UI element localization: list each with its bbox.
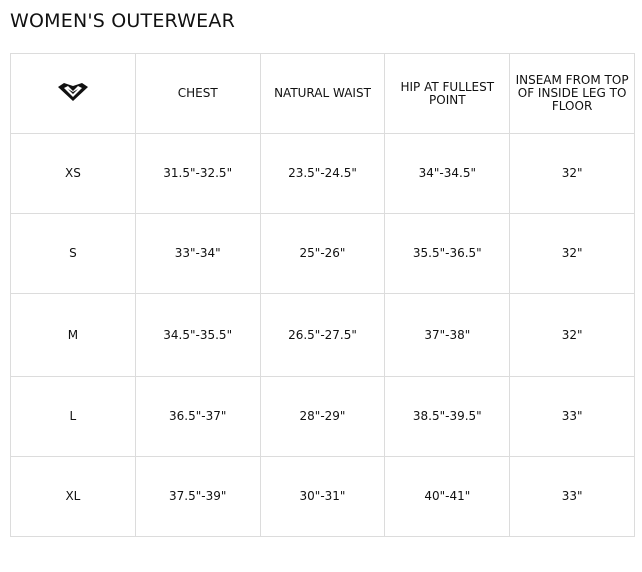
waist-cell: 23.5"-24.5": [259, 133, 386, 214]
hip-cell: 40"-41": [384, 456, 511, 537]
header-inseam: INSEAM FROM TOP OF INSIDE LEG TO FLOOR: [509, 53, 635, 134]
chest-cell: 33"-34": [134, 213, 261, 294]
roxy-logo-icon: [57, 83, 88, 101]
waist-cell: 25"-26": [259, 213, 386, 294]
hip-cell: 38.5"-39.5": [384, 376, 511, 457]
size-cell: S: [10, 213, 136, 294]
chest-cell: 34.5"-35.5": [134, 293, 261, 377]
table-row: M 34.5"-35.5" 26.5"-27.5" 37"-38" 32": [10, 293, 635, 377]
chest-cell: 37.5"-39": [134, 456, 261, 537]
table-row: XS 31.5"-32.5" 23.5"-24.5" 34"-34.5" 32": [10, 133, 635, 214]
inseam-cell: 32": [509, 133, 635, 214]
header-row: CHEST NATURAL WAIST HIP AT FULLEST POINT…: [10, 53, 635, 134]
table-row: XL 37.5"-39" 30"-31" 40"-41" 33": [10, 456, 635, 537]
inseam-cell: 33": [509, 456, 635, 537]
logo-cell: [10, 53, 136, 134]
chest-cell: 36.5"-37": [134, 376, 261, 457]
hip-cell: 34"-34.5": [384, 133, 511, 214]
waist-cell: 28"-29": [259, 376, 386, 457]
size-cell: L: [10, 376, 136, 457]
size-cell: XS: [10, 133, 136, 214]
inseam-cell: 32": [509, 293, 635, 377]
hip-cell: 35.5"-36.5": [384, 213, 511, 294]
size-chart-table: CHEST NATURAL WAIST HIP AT FULLEST POINT…: [10, 53, 635, 537]
waist-cell: 26.5"-27.5": [259, 293, 386, 377]
inseam-cell: 32": [509, 213, 635, 294]
chest-cell: 31.5"-32.5": [134, 133, 261, 214]
header-hip: HIP AT FULLEST POINT: [384, 53, 511, 134]
table-row: S 33"-34" 25"-26" 35.5"-36.5" 32": [10, 213, 635, 294]
page-title: WOMEN'S OUTERWEAR: [10, 10, 235, 32]
inseam-cell: 33": [509, 376, 635, 457]
header-natural-waist: NATURAL WAIST: [259, 53, 386, 134]
header-chest: CHEST: [134, 53, 261, 134]
table-row: L 36.5"-37" 28"-29" 38.5"-39.5" 33": [10, 376, 635, 457]
size-cell: M: [10, 293, 136, 377]
hip-cell: 37"-38": [384, 293, 511, 377]
waist-cell: 30"-31": [259, 456, 386, 537]
size-cell: XL: [10, 456, 136, 537]
